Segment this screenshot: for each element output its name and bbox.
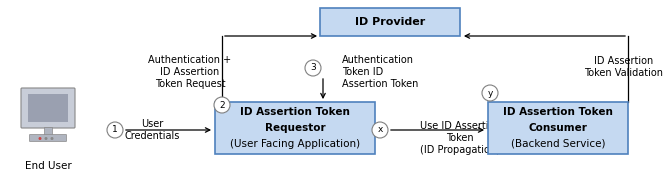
- Text: ID Provider: ID Provider: [355, 17, 425, 27]
- Text: Authentication +
ID Assertion
Token Request: Authentication + ID Assertion Token Requ…: [148, 55, 232, 89]
- FancyBboxPatch shape: [29, 135, 67, 141]
- Circle shape: [39, 137, 41, 140]
- Text: Authentication
Token ID
Assertion Token: Authentication Token ID Assertion Token: [342, 55, 418, 89]
- Text: ID Assertion
Token Validation: ID Assertion Token Validation: [584, 56, 663, 78]
- Ellipse shape: [107, 122, 123, 138]
- FancyBboxPatch shape: [215, 102, 375, 154]
- Ellipse shape: [482, 85, 498, 101]
- Text: End User: End User: [25, 161, 71, 171]
- Text: x: x: [377, 125, 383, 135]
- Ellipse shape: [214, 97, 230, 113]
- FancyBboxPatch shape: [21, 88, 75, 128]
- Text: 2: 2: [219, 101, 225, 109]
- Ellipse shape: [305, 60, 321, 76]
- FancyBboxPatch shape: [320, 8, 460, 36]
- Text: (Backend Service): (Backend Service): [511, 139, 605, 149]
- Text: 1: 1: [112, 125, 118, 135]
- Circle shape: [51, 137, 53, 140]
- Text: 3: 3: [310, 64, 316, 73]
- Text: y: y: [488, 89, 493, 97]
- Text: User
Credentials: User Credentials: [124, 119, 180, 141]
- FancyBboxPatch shape: [28, 94, 68, 122]
- FancyBboxPatch shape: [44, 127, 52, 135]
- Text: Consumer: Consumer: [528, 123, 587, 133]
- Text: Use ID Assertion
Token
(ID Propagation): Use ID Assertion Token (ID Propagation): [420, 121, 500, 155]
- Circle shape: [45, 137, 47, 140]
- Ellipse shape: [372, 122, 388, 138]
- Text: (User Facing Application): (User Facing Application): [230, 139, 360, 149]
- Text: Requestor: Requestor: [265, 123, 325, 133]
- Text: ID Assertion Token: ID Assertion Token: [240, 107, 350, 117]
- FancyBboxPatch shape: [488, 102, 628, 154]
- Text: ID Assertion Token: ID Assertion Token: [503, 107, 613, 117]
